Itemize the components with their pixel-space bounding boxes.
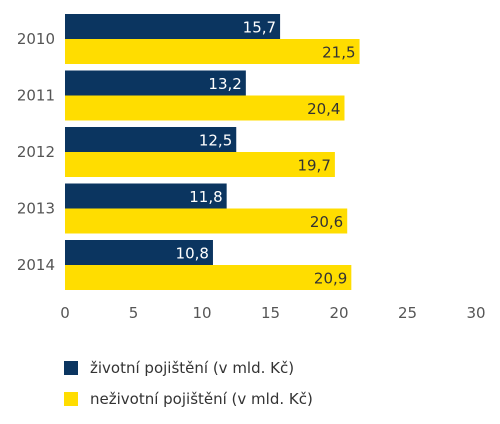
bar-life-2013 — [65, 183, 227, 209]
value-label-life-2012: 12,5 — [199, 132, 232, 150]
x-tick-label-30: 30 — [466, 304, 485, 322]
bar-life-2011 — [65, 70, 246, 96]
legend-item-non-life: neživotní pojištění (v mld. Kč) — [64, 388, 484, 410]
legend-swatch-non-life — [64, 392, 78, 406]
bar-life-2014 — [65, 240, 213, 265]
bar-non-life-2011 — [65, 95, 345, 121]
value-label-non-life-2011: 20,4 — [307, 100, 340, 118]
bar-life-2010 — [65, 14, 281, 39]
value-label-life-2014: 10,8 — [176, 245, 209, 263]
bar-non-life-2010 — [65, 39, 360, 64]
value-label-life-2011: 13,2 — [208, 75, 241, 93]
bar-non-life-2013 — [65, 208, 348, 234]
legend-item-life: životní pojištění (v mld. Kč) — [64, 357, 484, 379]
value-label-non-life-2010: 21,5 — [322, 44, 355, 62]
category-label-2012: 2012 — [17, 143, 55, 161]
x-tick-label-25: 25 — [398, 304, 417, 322]
x-tick-label-0: 0 — [60, 304, 70, 322]
value-label-life-2013: 11,8 — [189, 188, 222, 206]
value-label-non-life-2013: 20,6 — [310, 213, 343, 231]
bar-non-life-2012 — [65, 152, 335, 177]
x-tick-label-5: 5 — [129, 304, 139, 322]
category-label-2011: 2011 — [17, 87, 55, 105]
value-label-life-2010: 15,7 — [243, 19, 276, 37]
legend-label-non-life: neživotní pojištění (v mld. Kč) — [90, 390, 313, 408]
value-label-non-life-2012: 19,7 — [297, 157, 330, 175]
value-label-non-life-2014: 20,9 — [314, 270, 347, 288]
legend-swatch-life — [64, 361, 78, 375]
category-label-2014: 2014 — [17, 256, 55, 274]
bar-life-2012 — [65, 127, 237, 152]
category-label-2013: 2013 — [17, 200, 55, 218]
x-tick-label-15: 15 — [261, 304, 280, 322]
x-tick-label-10: 10 — [192, 304, 211, 322]
legend-label-life: životní pojištění (v mld. Kč) — [90, 359, 295, 377]
category-label-2010: 2010 — [17, 30, 55, 48]
bar-chart: 201015,721,5201113,220,4201212,519,72013… — [17, 14, 486, 322]
x-tick-label-20: 20 — [329, 304, 348, 322]
bar-non-life-2014 — [65, 265, 352, 290]
